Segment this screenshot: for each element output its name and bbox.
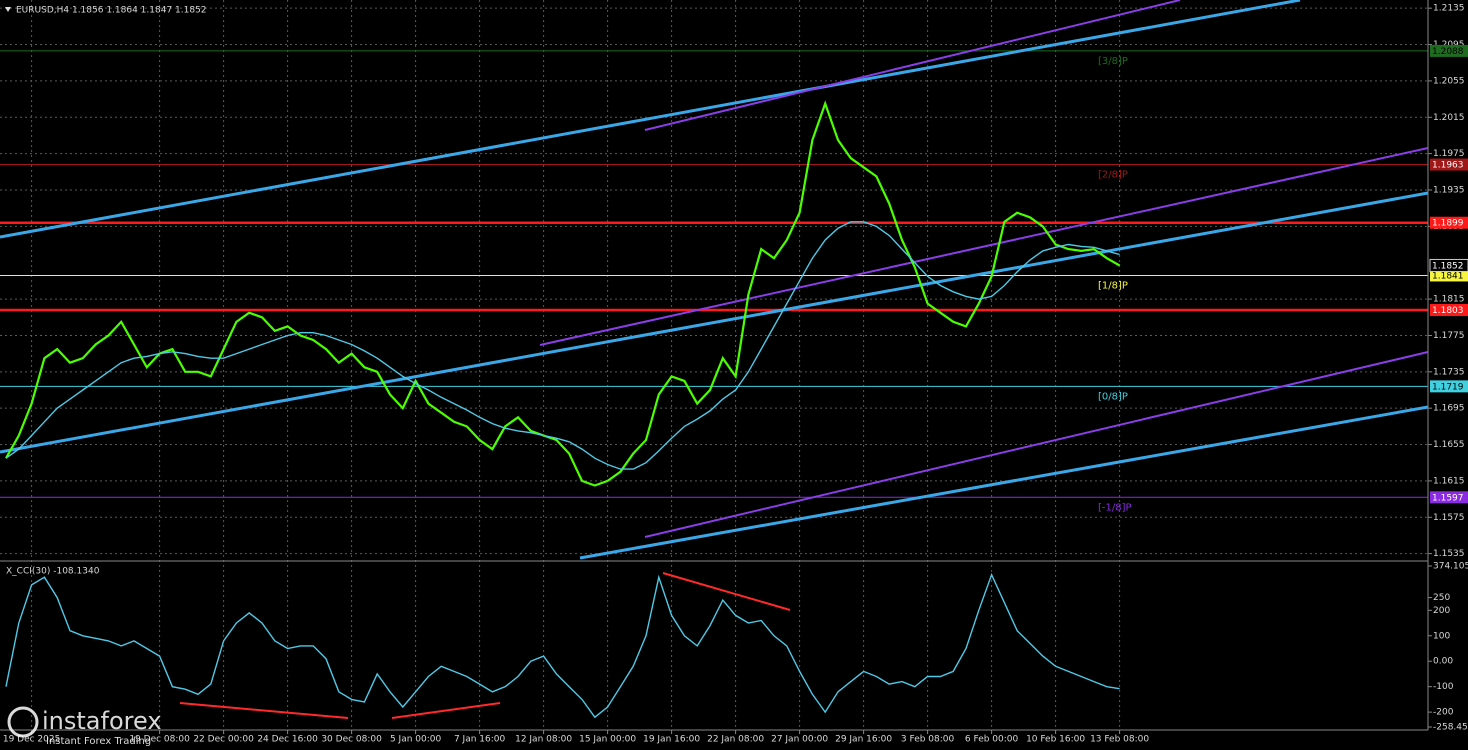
- y-tick-label: 1.1975: [1433, 149, 1465, 159]
- chart-title: EURUSD,H4 1.1856 1.1864 1.1847 1.1852: [16, 6, 207, 16]
- x-tick-label: 19 Dec 2025: [3, 735, 61, 745]
- level-tag: [1430, 158, 1468, 171]
- divergence-lines: [179, 572, 791, 719]
- y-tick-label: 1.2135: [1433, 4, 1465, 14]
- axes: 1.21351.20951.20551.20151.19751.19351.18…: [3, 4, 1468, 745]
- x-tick-label: 12 Jan 08:00: [515, 735, 572, 745]
- last-price-tag: [1429, 258, 1468, 272]
- level-tag: [1430, 216, 1468, 229]
- y-tick-label: 1.1935: [1433, 186, 1465, 196]
- logo-icon: [7, 706, 39, 738]
- level-tag: [1430, 304, 1468, 316]
- y-tick-label: 0.00: [1433, 657, 1453, 667]
- level-tag: [1430, 491, 1468, 504]
- trend-line: [0, 191, 1429, 454]
- y-tick-label: 1.1575: [1433, 513, 1465, 523]
- level-label: [1/8]P: [1098, 280, 1128, 291]
- level-value: 1.1963: [1432, 161, 1464, 171]
- x-tick-label: 19 Jan 16:00: [643, 735, 700, 745]
- logo: instaforex Instant Forex Trading: [7, 706, 162, 747]
- divergence-line: [391, 702, 501, 719]
- level-value: 1.1899: [1432, 219, 1464, 229]
- level-label: [-1/8]P: [1098, 502, 1132, 513]
- indicator-title: X_CCI(30) -108.1340: [6, 567, 100, 577]
- x-tick-label: 10 Feb 16:00: [1026, 735, 1085, 745]
- y-tick-label: 1.1735: [1433, 367, 1465, 377]
- x-tick-label: 13 Feb 08:00: [1090, 735, 1149, 745]
- x-tick-label: 22 Jan 08:00: [707, 735, 764, 745]
- x-tick-label: 22 Dec 00:00: [193, 735, 254, 745]
- level-tag: [1430, 44, 1468, 57]
- trend-line: [644, 351, 1429, 538]
- x-tick-label: 6 Feb 00:00: [965, 735, 1019, 745]
- level-label: [3/8]P: [1098, 56, 1128, 67]
- x-tick-label: 29 Jan 16:00: [835, 735, 892, 745]
- logo-name: instaforex: [42, 707, 162, 735]
- menu-arrow[interactable]: [5, 7, 11, 12]
- y-tick-label: -100: [1433, 682, 1454, 692]
- regression-lines: [539, 0, 1429, 538]
- level-tag: [1430, 269, 1468, 282]
- y-tick-label: 1.1655: [1433, 440, 1465, 450]
- y-tick-label: 1.1615: [1433, 476, 1465, 486]
- y-tick-label: 1.1695: [1433, 404, 1465, 414]
- indicator-line: [5, 572, 1120, 719]
- x-tick-label: 7 Jan 16:00: [454, 735, 506, 745]
- channel-lines: [0, 0, 1429, 560]
- indicator-line: [5, 221, 1120, 470]
- y-tick-label: 250: [1433, 593, 1450, 603]
- y-tick-label: 1.1815: [1433, 295, 1465, 305]
- level-value: 1.1803: [1432, 306, 1464, 316]
- last-price: 1.1852: [1432, 261, 1464, 271]
- y-tick-label: 374.1054: [1433, 562, 1468, 572]
- divergence-line: [662, 572, 791, 611]
- plot: [5, 100, 1121, 719]
- y-tick-label: 1.1775: [1433, 331, 1465, 341]
- x-tick-label: 19 Dec 08:00: [129, 735, 190, 745]
- level-value: 1.1719: [1432, 382, 1464, 392]
- x-tick-label: 24 Dec 16:00: [257, 735, 318, 745]
- levels: [3/8]P [2/8]P [1/8]P [0/8]P [-1/8]P: [0, 50, 1428, 513]
- divergence-line: [179, 702, 349, 719]
- x-tick-label: 3 Feb 08:00: [901, 735, 955, 745]
- level-value: 1.1841: [1432, 271, 1464, 281]
- trend-line: [0, 0, 1301, 239]
- level-tag: [1430, 380, 1468, 393]
- trend-line: [539, 147, 1429, 346]
- level-value: 1.1597: [1432, 493, 1464, 503]
- x-tick-label: 5 Jan 00:00: [390, 735, 442, 745]
- y-tick-label: 1.2055: [1433, 76, 1465, 86]
- y-tick-label: -258.458: [1433, 723, 1468, 733]
- y-tick-label: 1.1535: [1433, 549, 1465, 559]
- y-tick-label: 100: [1433, 631, 1450, 641]
- y-tick-label: -200: [1433, 708, 1454, 718]
- trend-line: [644, 0, 1181, 131]
- level-value: 1.2088: [1432, 47, 1464, 57]
- x-tick-label: 15 Jan 00:00: [579, 735, 636, 745]
- x-tick-label: 27 Jan 00:00: [771, 735, 828, 745]
- y-tick-label: 1.2015: [1433, 113, 1465, 123]
- trend-line: [579, 405, 1429, 560]
- logo-tagline: Instant Forex Trading: [46, 736, 151, 747]
- level-label: [2/8]P: [1098, 170, 1128, 181]
- price-line: [5, 100, 1121, 487]
- x-tick-label: 30 Dec 08:00: [321, 735, 382, 745]
- y-tick-label: 200: [1433, 606, 1450, 616]
- level-label: [0/8]P: [1098, 391, 1128, 402]
